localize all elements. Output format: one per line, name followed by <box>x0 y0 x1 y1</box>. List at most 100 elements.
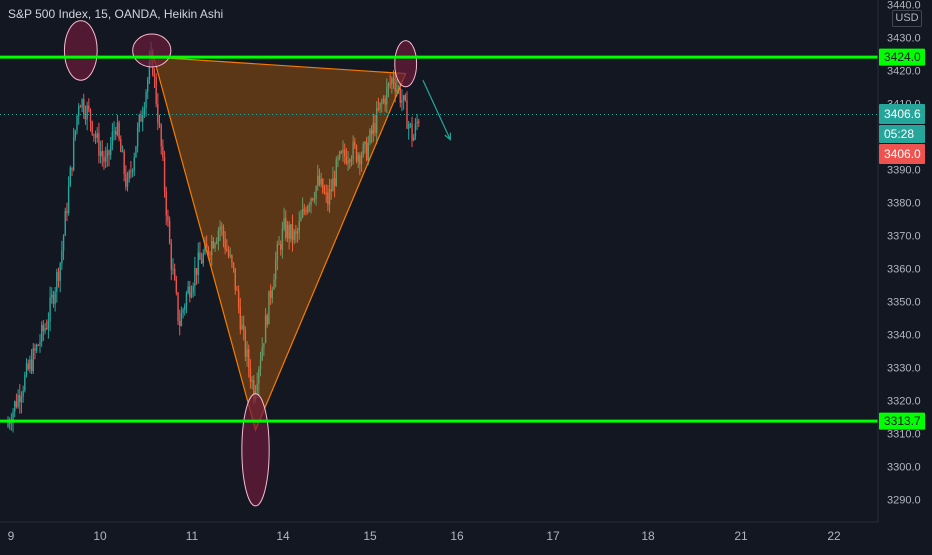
candle-body <box>49 297 51 322</box>
candle-body <box>416 121 418 124</box>
candle-body <box>291 224 294 241</box>
candle-body <box>72 137 75 170</box>
x-tick-label: 18 <box>641 529 655 543</box>
candle-body <box>81 99 83 108</box>
candle-body <box>375 108 378 134</box>
candle-body <box>214 243 216 248</box>
candle-body <box>211 241 213 256</box>
candle-body <box>381 102 383 104</box>
candle-body <box>32 348 34 372</box>
candle-body <box>335 159 337 187</box>
candle-body <box>160 124 162 147</box>
y-tick-label: 3300.0 <box>887 461 921 473</box>
highlight-ellipse[interactable] <box>241 393 270 507</box>
candle-body <box>153 75 156 77</box>
candle-body <box>379 102 381 110</box>
candle-body <box>322 178 324 193</box>
resistance-price-tag: 3424.0 <box>879 48 925 66</box>
candle-body <box>399 88 401 103</box>
candle-body <box>338 151 341 158</box>
level-lines[interactable] <box>0 55 878 423</box>
candle-body <box>234 268 236 290</box>
candle-body <box>221 226 223 228</box>
drawings[interactable] <box>63 20 451 507</box>
candle-body <box>278 244 280 246</box>
candle-body <box>337 157 339 160</box>
candle-body <box>288 224 290 239</box>
candle-body <box>382 98 385 103</box>
y-tick-label: 3350.0 <box>887 296 921 308</box>
highlight-ellipse[interactable] <box>63 20 98 81</box>
candle-body <box>402 95 405 101</box>
candle-body <box>315 186 317 199</box>
direction-arrow[interactable] <box>422 79 451 140</box>
candle-body <box>98 133 100 156</box>
candle-body <box>7 422 9 427</box>
candle-body <box>141 114 144 122</box>
candle-body <box>135 146 137 158</box>
candle-body <box>226 249 228 251</box>
triangle-pattern[interactable] <box>152 56 407 432</box>
y-tick-label: 3440.0 <box>887 0 921 11</box>
candle-body <box>394 82 396 92</box>
candle-body <box>74 130 77 138</box>
candle-body <box>365 141 368 161</box>
candle-body <box>167 215 169 221</box>
candle-body <box>140 114 142 122</box>
candle-body <box>232 262 235 269</box>
candle-body <box>22 390 24 397</box>
x-tick-label: 17 <box>546 529 560 543</box>
candle-body <box>345 156 348 164</box>
candle-body <box>46 327 48 329</box>
candle-body <box>266 315 268 325</box>
candle-body <box>101 151 103 157</box>
candle-body <box>104 157 107 162</box>
price-axis[interactable] <box>878 0 932 550</box>
currency-badge[interactable]: USD <box>892 10 922 27</box>
candle-body <box>130 171 132 173</box>
price-labels: 3424.0 3313.7 3406.6 05:28 3406.0 <box>879 48 925 430</box>
highlight-ellipse[interactable] <box>394 40 418 88</box>
candle-body <box>69 167 71 187</box>
candle-body <box>83 99 85 115</box>
candle-body <box>328 189 331 205</box>
candle-body <box>377 108 380 110</box>
candle-body <box>173 268 176 280</box>
support-price-tag-text: 3313.7 <box>884 414 921 428</box>
resistance-price-tag-text: 3424.0 <box>884 50 921 64</box>
candle-body <box>71 167 73 170</box>
candle-body <box>157 103 159 123</box>
time-axis[interactable] <box>0 522 878 550</box>
candle-body <box>94 134 97 138</box>
chart-title[interactable]: S&P 500 Index, 15, OANDA, Heikin Ashi <box>8 7 224 21</box>
candle-body <box>205 243 208 248</box>
candle-body <box>325 192 327 194</box>
candle-body <box>414 123 417 138</box>
candle-body <box>20 396 23 403</box>
candle-body <box>312 198 314 200</box>
candle-body <box>120 139 122 152</box>
y-tick-label: 3360.0 <box>887 263 921 275</box>
candle-body <box>180 312 183 326</box>
candle-body <box>308 205 311 207</box>
candle-body <box>364 141 366 145</box>
highlight-ellipse[interactable] <box>132 33 172 68</box>
candle-body <box>274 259 277 280</box>
y-tick-label: 3320.0 <box>887 395 921 407</box>
candle-body <box>241 324 243 330</box>
candle-body <box>301 208 304 217</box>
x-tick-label: 22 <box>827 529 841 543</box>
x-tick-label: 9 <box>8 529 15 543</box>
candle-body <box>367 143 369 161</box>
candle-body <box>202 253 204 264</box>
candle-body <box>19 394 21 403</box>
candle-body <box>179 320 181 326</box>
countdown-tag: 05:28 <box>879 125 925 143</box>
candle-body <box>138 114 141 128</box>
candle-body <box>175 279 178 293</box>
candle-body <box>342 149 344 153</box>
x-tick-label: 15 <box>363 529 377 543</box>
x-tick-label: 21 <box>734 529 748 543</box>
